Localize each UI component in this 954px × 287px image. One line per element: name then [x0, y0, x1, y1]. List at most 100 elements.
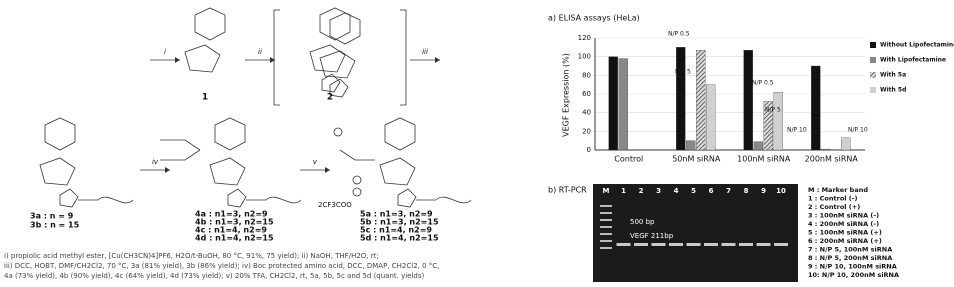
- compound-label: 4c : n1=4, n2=9: [195, 226, 267, 235]
- lane-label: 1: [621, 187, 626, 195]
- legend-label: Without Lipofectamine: [880, 42, 954, 49]
- step-label: v: [313, 158, 318, 166]
- lane-label: 2: [639, 187, 644, 195]
- bar: [618, 58, 628, 151]
- compound-label: 5a : n1=3, n2=9: [360, 210, 433, 219]
- legend-swatch: [870, 42, 876, 48]
- compound-label: 3a : n = 9: [30, 212, 74, 221]
- gel-legend: 9 : N/P 10, 100nM siRNA: [808, 263, 897, 271]
- bar: [676, 47, 686, 151]
- gel-band: [651, 243, 666, 246]
- gel-legend: 8 : N/P 5, 200nM siRNA: [808, 254, 892, 262]
- step-label: ii: [258, 48, 262, 56]
- marker-band: [600, 212, 612, 214]
- marker-band: [600, 219, 612, 221]
- lane-label: 8: [744, 187, 749, 195]
- compound-number: 1: [202, 93, 208, 103]
- bar: [608, 56, 618, 151]
- marker-band: [600, 233, 612, 235]
- compound-label: 5b : n1=3, n2=15: [360, 218, 439, 227]
- compound-label: 5d : n1=4, n2=15: [360, 234, 439, 243]
- y-tick-label: 0: [587, 146, 591, 154]
- y-tick-label: 120: [578, 34, 591, 42]
- x-tick-label: 200nM siRNA: [805, 155, 859, 164]
- legend-label: With Lipofectamine: [880, 57, 946, 64]
- lane-label: 3: [656, 187, 661, 195]
- gel-legend: 2 : Control (+): [808, 203, 860, 211]
- gel-band: [739, 243, 753, 246]
- gel-band: [756, 243, 771, 246]
- gel-band: [669, 243, 683, 246]
- step-label: iii: [422, 48, 428, 56]
- compound-number: 2: [327, 93, 333, 103]
- x-tick-label: Control: [614, 155, 643, 164]
- conditions: i) propiolic acid methyl ester, [Cu(CH3C…: [4, 252, 379, 260]
- gel-band: [774, 243, 788, 246]
- conditions: iii) DCC, HOBT, DMF/CH2Cl2, 70 °C, 3a (8…: [4, 262, 439, 270]
- gel-legend: 5 : 100nM siRNA (+): [808, 229, 882, 237]
- gel-band: [634, 243, 648, 246]
- gel-annotation: VEGF 211bp: [630, 232, 674, 240]
- y-tick-label: 60: [582, 90, 591, 98]
- legend-swatch: [870, 87, 876, 93]
- gel-annotation: 500 bp: [630, 218, 655, 226]
- y-tick-label: 20: [582, 127, 591, 135]
- bar: [841, 137, 851, 151]
- conditions: 4a (73% yield), 4b (90% yield), 4c (64% …: [4, 272, 425, 280]
- compound-label: 4a : n1=3, n2=9: [195, 210, 268, 219]
- annotation: N/P 0.5: [668, 31, 690, 38]
- annotation: N/P 10: [787, 127, 807, 134]
- bar: [743, 49, 753, 151]
- gel-title: b) RT-PCR: [548, 186, 587, 195]
- gel-legend: 3 : 100nM siRNA (-): [808, 212, 879, 220]
- annotation: N/P 0.5: [752, 80, 774, 87]
- compound-label: 4d : n1=4, n2=15: [195, 234, 274, 243]
- bar: [696, 49, 706, 151]
- gel-image: [593, 184, 798, 282]
- gel-band: [704, 243, 718, 246]
- y-tick-label: 100: [578, 53, 591, 61]
- annotation: N/P 5: [765, 107, 781, 114]
- gel-legend: 1 : Control (-): [808, 195, 857, 203]
- legend-swatch: [870, 72, 876, 78]
- bar: [706, 84, 716, 151]
- compound-label: 5c : n1=4, n2=9: [360, 226, 432, 235]
- lane-label: 10: [776, 187, 786, 195]
- lane-label: 5: [691, 187, 696, 195]
- gel-band: [616, 243, 631, 246]
- y-axis-label: VEGF Expression (%): [562, 53, 571, 137]
- x-tick-label: 50nM siRNA: [672, 155, 721, 164]
- gel: b) RT-PCR 500 bp VEGF 211bp: [548, 184, 798, 282]
- gel-legend: M : Marker band: [808, 186, 868, 194]
- gel-band: [686, 243, 701, 246]
- step-label: i: [164, 48, 166, 56]
- gel-legend: 7 : N/P 5, 100nM siRNA: [808, 246, 892, 254]
- legend-label: With 5d: [880, 87, 906, 94]
- marker-band: [600, 226, 612, 228]
- gel-legend: 6 : 200nM siRNA (+): [808, 237, 882, 245]
- lane-label: 7: [726, 187, 731, 195]
- legend-label: With 5a: [880, 72, 906, 79]
- x-tick-label: 100nM siRNA: [737, 155, 791, 164]
- compound-label: 3b : n = 15: [30, 221, 80, 230]
- annotation: N/P 10: [848, 127, 868, 134]
- annotation: N/P 5: [675, 69, 691, 76]
- bar: [686, 140, 696, 151]
- gel-band: [721, 243, 736, 246]
- marker-band: [600, 205, 612, 207]
- bar: [753, 141, 763, 151]
- legend-swatch: [870, 57, 876, 63]
- lane-label: M: [603, 187, 610, 195]
- y-tick-label: 80: [582, 71, 591, 79]
- bar: [773, 91, 783, 151]
- marker-band: [600, 240, 612, 242]
- elisa-chart: a) ELISA assays (HeLa) VEGF Expression (…: [548, 14, 954, 164]
- gel-legend: 4 : 200nM siRNA (-): [808, 220, 879, 228]
- y-tick-label: 40: [582, 109, 591, 117]
- bar: [811, 65, 821, 151]
- step-label: iv: [152, 158, 159, 166]
- chart-title: a) ELISA assays (HeLa): [548, 14, 640, 23]
- gel-legend: 10: N/P 10, 200nM siRNA: [808, 271, 899, 279]
